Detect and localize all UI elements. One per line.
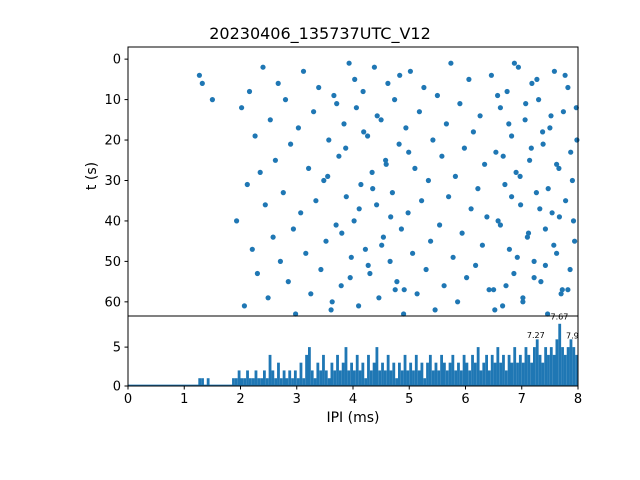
svg-text:1: 1 bbox=[180, 392, 188, 407]
chart-title: 20230406_135737UTC_V12 bbox=[209, 24, 431, 43]
svg-text:50: 50 bbox=[104, 255, 121, 270]
histogram-y-ticks: 05 bbox=[113, 341, 128, 395]
svg-text:2: 2 bbox=[236, 392, 244, 407]
svg-text:60: 60 bbox=[104, 295, 121, 310]
svg-text:5: 5 bbox=[405, 392, 413, 407]
svg-text:7.67: 7.67 bbox=[551, 313, 569, 322]
histogram-bars bbox=[198, 323, 578, 386]
svg-text:3: 3 bbox=[293, 392, 301, 407]
svg-text:8: 8 bbox=[574, 392, 582, 407]
svg-text:6: 6 bbox=[461, 392, 469, 407]
x-ticks: 0 1 2 3 4 5 6 7 8 bbox=[124, 386, 582, 407]
scatter-points bbox=[196, 60, 580, 317]
svg-text:5: 5 bbox=[113, 341, 121, 356]
scatter-y-ticks: 0 10 20 30 40 50 60 bbox=[104, 53, 128, 310]
svg-text:0: 0 bbox=[113, 380, 121, 395]
svg-text:4: 4 bbox=[349, 392, 357, 407]
svg-text:40: 40 bbox=[104, 214, 121, 229]
svg-text:7: 7 bbox=[518, 392, 526, 407]
svg-text:7.9: 7.9 bbox=[566, 332, 579, 341]
svg-text:0: 0 bbox=[113, 53, 121, 68]
peak-annotations: 7.67 7.27 7.9 bbox=[527, 313, 579, 341]
svg-text:20: 20 bbox=[104, 134, 121, 149]
svg-text:0: 0 bbox=[124, 392, 132, 407]
svg-text:30: 30 bbox=[104, 174, 121, 189]
svg-text:7.27: 7.27 bbox=[527, 331, 545, 340]
svg-text:10: 10 bbox=[104, 93, 121, 108]
scatter-axes-box bbox=[127, 46, 579, 317]
x-axis-label: IPI (ms) bbox=[326, 410, 380, 426]
